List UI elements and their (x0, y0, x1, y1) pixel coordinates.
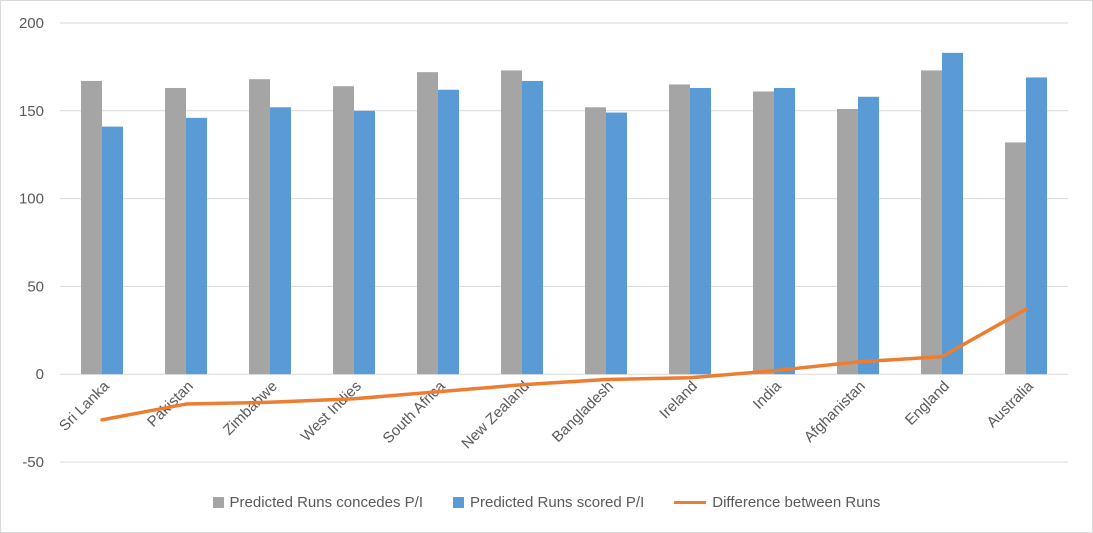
bar-scored (522, 80, 543, 375)
legend-item-concedes: Predicted Runs concedes P/I (212, 493, 423, 511)
x-tick-label: England (902, 378, 953, 429)
bar-concedes (501, 70, 522, 375)
bar-concedes (165, 87, 186, 375)
bar-scored (1026, 77, 1047, 375)
bar-scored (438, 89, 459, 375)
bar-concedes (837, 109, 858, 375)
bar-scored (690, 87, 711, 375)
legend-swatch-scored (453, 496, 464, 508)
bar-concedes (249, 79, 270, 375)
x-tick-label: Zimbabwe (220, 378, 281, 439)
bar-concedes (669, 84, 690, 375)
legend: Predicted Runs concedes P/I Predicted Ru… (0, 490, 1093, 514)
bar-scored (102, 126, 123, 375)
bar-concedes (585, 107, 606, 375)
bar-concedes (1005, 142, 1026, 375)
line-difference (100, 307, 1028, 422)
bar-concedes (753, 91, 774, 375)
bar-concedes (81, 80, 102, 375)
y-tick-label: 0 (36, 366, 44, 383)
y-tick-label: 200 (19, 15, 44, 32)
y-tick-label: 50 (27, 278, 44, 295)
x-tick-label: Afghanistan (801, 378, 869, 446)
legend-swatch-concedes (212, 496, 224, 508)
legend-label-concedes: Predicted Runs concedes P/I (229, 493, 423, 511)
y-tick-label: 100 (19, 191, 44, 208)
y-tick-label: -50 (22, 454, 44, 471)
bar-scored (858, 96, 879, 375)
bar-scored (270, 107, 291, 375)
bar-scored (186, 117, 207, 375)
bar-concedes (333, 86, 354, 375)
x-tick-label: South Africa (380, 377, 450, 447)
x-tick-label: India (750, 377, 785, 412)
bar-concedes (417, 72, 438, 375)
bar-scored (942, 52, 963, 375)
legend-label-difference: Difference between Runs (712, 493, 881, 511)
legend-item-difference: Difference between Runs (674, 494, 880, 511)
y-tick-label: 150 (19, 103, 44, 120)
x-tick-label: Sri Lanka (56, 377, 113, 434)
x-tick-label: Ireland (656, 378, 700, 422)
bar-scored (354, 110, 375, 375)
bar-scored (606, 112, 627, 375)
x-tick-label: West Indies (298, 378, 365, 445)
bar-concedes (921, 70, 942, 375)
x-tick-label: Bangladesh (549, 378, 617, 446)
x-tick-label: Australia (984, 377, 1038, 431)
legend-item-scored: Predicted Runs scored P/I (453, 494, 644, 511)
legend-label-scored: Predicted Runs scored P/I (470, 493, 645, 511)
bar-scored (774, 87, 795, 375)
legend-swatch-difference (674, 500, 707, 504)
